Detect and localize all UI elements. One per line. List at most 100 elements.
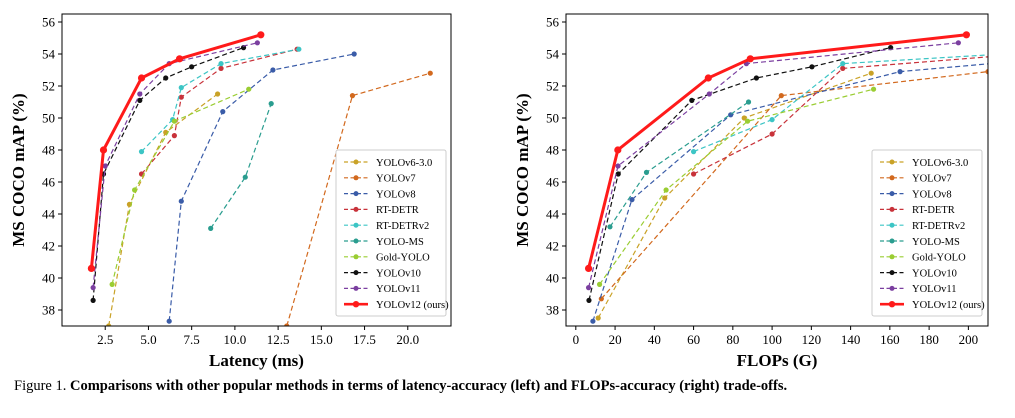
chart-panel-right: 0 20 40 60 80 100 120 140 160 180 200 38 40 42 44 46 48 5…	[513, 13, 989, 370]
data-point-rt-detr	[178, 94, 184, 100]
data-point-yolov11	[254, 40, 260, 46]
y-tick-label: 46	[546, 175, 560, 190]
x-tick-label: 0	[573, 332, 580, 347]
legend-label-yolo-ms: YOLO-MS	[912, 237, 960, 248]
data-point-yolov8	[270, 67, 276, 73]
series-line-yolov10	[92, 47, 244, 301]
data-point-yolov11	[102, 163, 108, 169]
axes-frame	[61, 13, 452, 327]
legend: YOLOv6-3.0 YOLOv7 YOLOv8 RT-DETR RT-DETRv2 YO…	[335, 149, 449, 317]
legend-label-yolov7: YOLOv7	[376, 174, 416, 185]
legend-marker-rt-detr	[889, 206, 895, 212]
x-tick-label: 10.0	[224, 332, 247, 347]
series-line-yolo-ms	[210, 103, 272, 229]
data-point-gold-yolo	[246, 86, 252, 92]
y-axis-label: MS COCO mAP (%)	[513, 93, 532, 246]
data-point-rt-detrv2	[178, 85, 184, 91]
data-point-gold-yolo	[171, 118, 177, 124]
data-point-rt-detr	[218, 65, 224, 71]
data-point-yolov10	[163, 75, 169, 81]
legend-label-rt-detr: RT-DETR	[912, 205, 955, 216]
caption-prefix: Figure 1.	[14, 378, 67, 394]
x-tick-label: 20	[609, 332, 622, 347]
data-point-yolov7	[427, 70, 433, 76]
data-point-yolov8	[629, 197, 635, 203]
data-point-yolov8	[178, 198, 184, 204]
y-tick-label: 50	[42, 111, 55, 126]
data-point-yolov10	[189, 64, 195, 70]
data-point-rt-detr	[690, 171, 697, 177]
y-tick-label: 42	[42, 239, 55, 254]
legend-box	[335, 149, 447, 317]
x-tick-label: 7.5	[184, 332, 200, 347]
legend-label-gold-yolo: Gold-YOLO	[912, 253, 966, 264]
data-point-yolo-ms	[208, 225, 214, 231]
series-line-rt-detrv2	[693, 54, 988, 153]
data-point-yolo-ms	[242, 174, 248, 180]
legend-label-yolov12-ours: YOLOv12 (ours)	[376, 300, 449, 311]
series-line-yolov8	[168, 53, 355, 322]
y-tick-label: 48	[42, 143, 55, 158]
legend-marker-yolov6-3-0	[353, 159, 359, 165]
data-point-yolov10	[809, 64, 815, 70]
y-tick-label: 38	[546, 303, 559, 318]
y-tick-label: 42	[546, 239, 559, 254]
data-point-yolov7	[985, 69, 988, 75]
series-line-gold-yolo	[111, 88, 249, 285]
legend-label-yolov11: YOLOv11	[912, 284, 957, 295]
data-point-yolov7	[598, 296, 604, 302]
data-point-yolo-ms	[745, 99, 752, 105]
y-tick-label: 38	[42, 303, 55, 318]
y-tick-label: 54	[546, 47, 560, 62]
data-point-yolov10	[615, 171, 621, 177]
data-point-rt-detrv2	[296, 46, 302, 52]
series-line-yolov11	[92, 42, 258, 288]
series-line-yolov10	[588, 47, 891, 301]
data-point-yolo-ms	[268, 101, 274, 107]
data-point-gold-yolo	[132, 187, 138, 193]
data-point-yolov11	[137, 91, 143, 97]
series-line-gold-yolo	[599, 88, 874, 285]
data-point-yolov12-ours	[746, 55, 754, 63]
data-point-yolov12-ours	[99, 146, 108, 154]
x-axis-label: Latency (ms)	[209, 351, 304, 370]
legend-marker-gold-yolo	[889, 254, 895, 260]
data-point-rt-detr	[769, 131, 775, 137]
data-point-gold-yolo	[870, 86, 877, 92]
data-point-yolov12-ours	[137, 74, 146, 82]
x-tick-label: 15.0	[310, 332, 333, 347]
data-point-yolov11	[585, 285, 592, 291]
y-tick-label: 48	[546, 143, 559, 158]
data-point-yolov12-ours	[962, 31, 971, 39]
plot-area	[87, 31, 433, 326]
legend-marker-yolov12-ours	[352, 301, 360, 308]
data-point-yolov11	[90, 285, 96, 291]
series-line-yolo-ms	[609, 101, 749, 228]
legend-marker-yolov12-ours	[888, 301, 896, 308]
legend-marker-rt-detr	[353, 206, 359, 212]
data-point-yolov11	[955, 40, 961, 46]
data-point-yolov12-ours	[257, 31, 265, 39]
x-tick-label: 80	[726, 332, 739, 347]
series-line-yolov12-ours	[89, 33, 262, 269]
legend-label-yolov8: YOLOv8	[376, 189, 416, 200]
data-point-yolov6-3-0	[215, 91, 221, 97]
x-tick-label: 100	[762, 332, 782, 347]
figure-caption: Figure 1. Comparisons with other popular…	[14, 378, 1009, 395]
data-point-yolov11	[615, 163, 621, 169]
legend-label-rt-detr: RT-DETR	[376, 205, 419, 216]
data-point-yolov12-ours	[704, 74, 712, 82]
y-tick-label: 54	[42, 47, 56, 62]
y-tick-label: 56	[42, 15, 56, 30]
legend-marker-yolov8	[889, 191, 895, 197]
legend-marker-yolov10	[353, 270, 359, 276]
series-line-yolov6-3-0	[108, 93, 218, 326]
x-tick-label: 180	[919, 332, 939, 347]
legend-label-yolov7: YOLOv7	[912, 174, 952, 185]
y-tick-label: 56	[546, 15, 560, 30]
y-tick-label: 46	[42, 175, 56, 190]
y-tick-label: 52	[42, 79, 55, 94]
data-point-rt-detr	[840, 65, 846, 71]
data-point-yolov8	[166, 318, 172, 324]
